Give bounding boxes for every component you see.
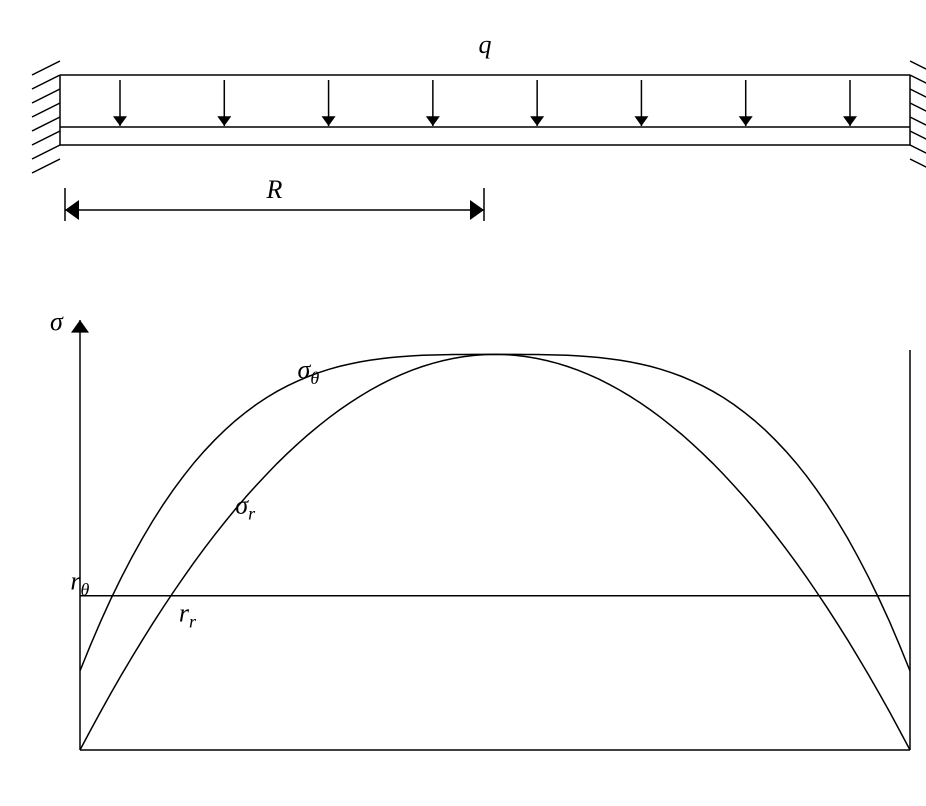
curve-sigma-r bbox=[80, 354, 910, 750]
label-r-r: rr bbox=[179, 599, 197, 632]
dimension-label-R: R bbox=[266, 175, 283, 204]
beam-diagram bbox=[32, 61, 926, 173]
load-label-q: q bbox=[479, 30, 492, 59]
label-r-theta: rθ bbox=[70, 567, 89, 600]
label-sigma-theta: σθ bbox=[298, 355, 320, 388]
stress-chart bbox=[80, 320, 910, 750]
label-sigma-r: σr bbox=[235, 491, 256, 524]
curve-sigma-theta bbox=[80, 354, 910, 671]
axis-label-sigma: σ bbox=[50, 307, 64, 336]
